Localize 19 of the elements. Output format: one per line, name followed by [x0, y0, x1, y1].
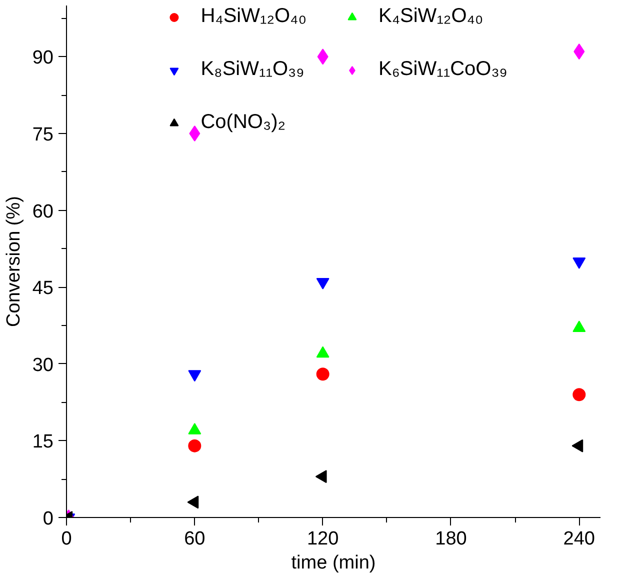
y-tick-label: 0	[42, 508, 54, 530]
y-axis-title: Conversion (%)	[3, 196, 24, 327]
legend-label: H₄SiW₁₂O₄₀	[200, 5, 307, 28]
legend-label: K₈SiW₁₁O₃₉	[200, 58, 304, 81]
legend-label: K₄SiW₁₂O₄₀	[378, 5, 484, 28]
x-tick-label: 180	[435, 528, 467, 550]
legend-label: Co(NO₃)₂	[200, 111, 286, 134]
x-tick-label: 120	[306, 528, 339, 550]
y-tick-label: 45	[32, 278, 54, 300]
y-tick-label: 15	[32, 432, 54, 453]
y-tick-label: 90	[32, 48, 54, 69]
x-tick-label: 0	[61, 528, 72, 550]
legend-label: K₆SiW₁₁CoO₃₉	[378, 58, 508, 81]
y-tick-label: 30	[32, 354, 54, 376]
y-tick-label: 75	[32, 124, 54, 146]
x-axis-title: time (min)	[291, 552, 376, 574]
x-tick-label: 240	[563, 528, 595, 550]
x-tick-label: 60	[184, 528, 206, 550]
y-tick-label: 60	[32, 201, 54, 222]
